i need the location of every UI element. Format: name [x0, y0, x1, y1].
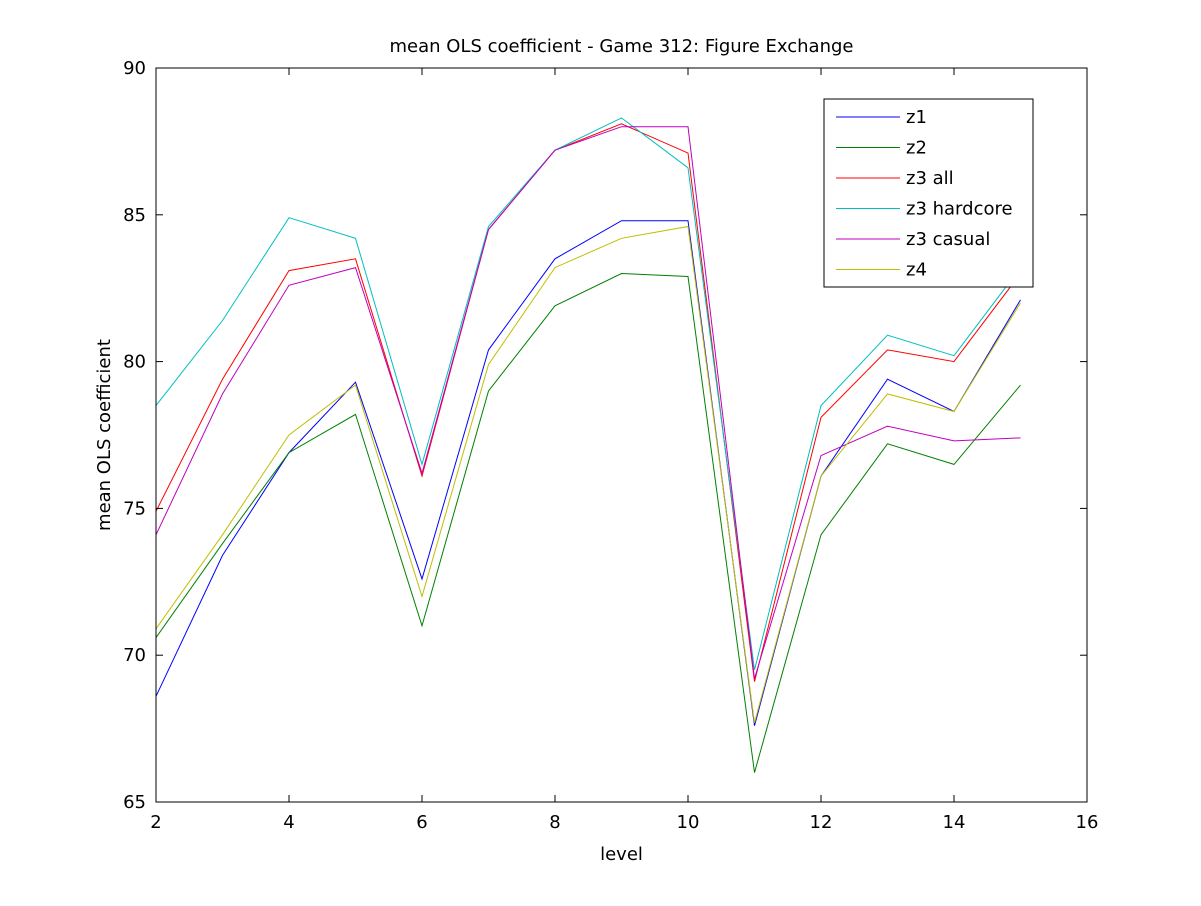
legend: z1 z2 z3 all z3 hardcore z3 casual z4 — [823, 98, 1034, 288]
x-tick-label: 16 — [1076, 812, 1099, 833]
x-tick-label: 6 — [416, 812, 427, 833]
y-tick-label: 70 — [123, 645, 146, 666]
legend-entry: z3 hardcore — [906, 199, 1013, 220]
series-line-5 — [155, 126, 1021, 679]
x-tick-label: 2 — [150, 812, 161, 833]
series-line-1 — [155, 220, 1021, 726]
chart-title: mean OLS coefficient - Game 312: Figure … — [390, 36, 854, 57]
x-tick-label: 12 — [810, 812, 833, 833]
legend-entry: z3 casual — [906, 229, 990, 250]
series-line-2 — [155, 272, 1021, 773]
x-tick-label: 4 — [283, 812, 294, 833]
y-tick-label: 75 — [123, 498, 146, 519]
y-axis-label: mean OLS coefficient — [94, 339, 115, 531]
series-line-4 — [155, 117, 1021, 671]
y-tick-label: 80 — [123, 352, 146, 373]
legend-box — [823, 98, 1034, 288]
x-axis-label: level — [600, 844, 643, 865]
plot-frame — [155, 67, 1088, 803]
x-tick-label: 8 — [549, 812, 560, 833]
y-tick-label: 85 — [123, 205, 146, 226]
plot-lines — [155, 117, 1021, 773]
series-line-3 — [155, 123, 1021, 682]
x-tick-label: 14 — [943, 812, 966, 833]
legend-entry: z2 — [906, 138, 927, 159]
legend-entry: z1 — [906, 107, 927, 128]
legend-entry: z4 — [906, 260, 927, 281]
x-tick-label: 10 — [677, 812, 700, 833]
axis-ticks: 2 4 6 8 10 12 14 16 65 70 75 80 85 90 — [123, 58, 1098, 833]
series-line-6 — [155, 225, 1021, 723]
legend-entry: z3 all — [906, 168, 954, 189]
y-tick-label: 65 — [123, 792, 146, 813]
y-tick-label: 90 — [123, 58, 146, 79]
